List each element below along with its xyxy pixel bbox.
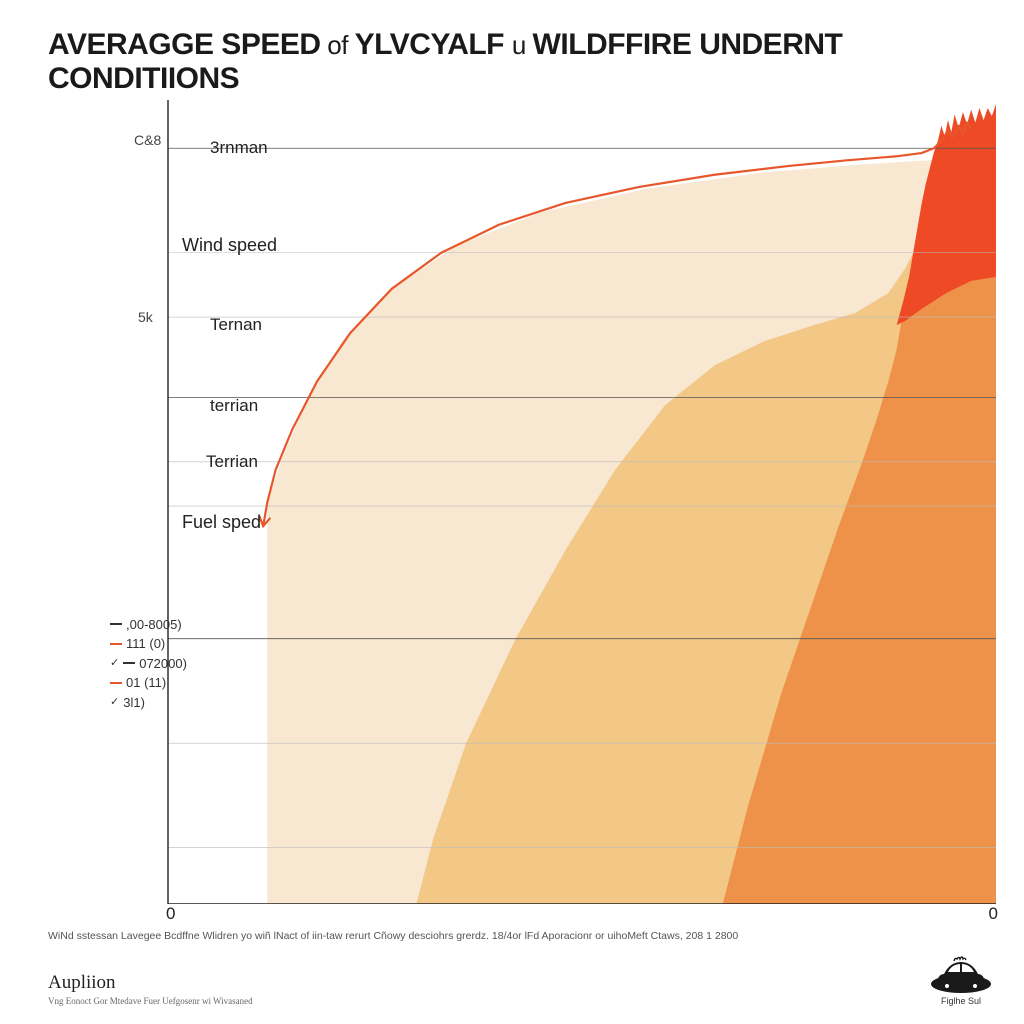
legend-item: ✓072000) xyxy=(110,654,187,674)
y-category-label: Ternan xyxy=(210,315,262,335)
legend-item: 111 (0) xyxy=(110,634,187,654)
chart-caption: WiNd sstessan Lavegee Bcdffne Wlidren yo… xyxy=(48,930,984,942)
legend-label: 072000) xyxy=(139,654,187,674)
footer-brand: Aupliion xyxy=(48,972,253,994)
legend-item: ✓3l1) xyxy=(110,693,187,713)
legend-item: ,00-8005) xyxy=(110,615,187,635)
footer-subline: Vng Eonoct Gor Mtedave Fuer Uefgosenr wi… xyxy=(48,996,253,1006)
title-p1: Averagge speed xyxy=(48,28,321,61)
legend-label: 3l1) xyxy=(123,693,145,713)
legend-item: 01 (11) xyxy=(110,673,187,693)
legend: ,00-8005)111 (0)✓072000)01 (11)✓3l1) xyxy=(110,615,187,713)
legend-swatch xyxy=(110,682,122,684)
legend-label: 01 (11) xyxy=(126,673,166,693)
title-p4: u xyxy=(512,30,533,60)
chart-area: 3rnman Wind speed Ternan terrian Terrian Fuel… xyxy=(48,100,996,904)
legend-label: ,00-8005) xyxy=(126,615,182,635)
chart-title: Averagge speed of ylvcyalf u wildffire u… xyxy=(48,28,996,96)
y-category-label: Fuel sped xyxy=(182,512,261,533)
x-tick-left: 0 xyxy=(166,904,175,924)
legend-label: 111 (0) xyxy=(126,634,165,654)
car-fire-icon xyxy=(930,954,992,994)
y-axis-tick-label: 5k xyxy=(138,309,153,325)
title-p2: of xyxy=(321,30,355,60)
y-category-label: Terrian xyxy=(206,452,258,472)
legend-swatch xyxy=(123,662,135,664)
footer-logo-label: Figlhe Sul xyxy=(930,996,992,1006)
y-category-label: Wind speed xyxy=(182,235,277,256)
legend-swatch xyxy=(110,643,122,645)
y-category-label: 3rnman xyxy=(210,138,268,158)
footer-brand-block: Aupliion Vng Eonoct Gor Mtedave Fuer Uef… xyxy=(48,972,253,1006)
footer-logo-block: Figlhe Sul xyxy=(930,954,992,1006)
x-tick-right: 0 xyxy=(989,904,998,924)
title-p5: wildffire xyxy=(533,28,700,61)
y-category-label: terrian xyxy=(210,396,258,416)
y-axis-tick-label: C&8 xyxy=(134,132,161,148)
title-p3: ylvcyalf xyxy=(355,28,512,61)
chart-svg xyxy=(48,100,996,904)
legend-swatch xyxy=(110,623,122,625)
